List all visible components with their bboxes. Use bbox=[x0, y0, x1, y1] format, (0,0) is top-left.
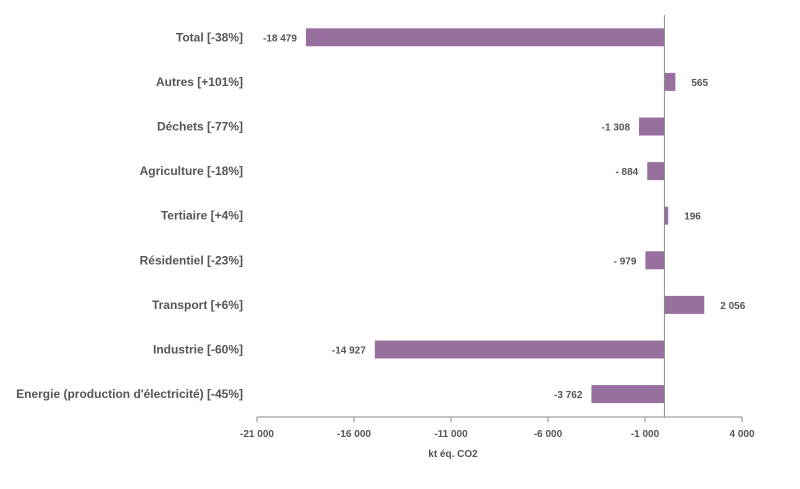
data-label: -14 927 bbox=[332, 346, 366, 357]
category-label: Agriculture [-18%] bbox=[140, 164, 243, 178]
x-tick-label: -16 000 bbox=[337, 429, 371, 440]
bar bbox=[645, 251, 665, 270]
x-axis-title: kt éq. CO2 bbox=[428, 449, 478, 460]
data-label: - 979 bbox=[614, 256, 637, 267]
x-tick-label: -11 000 bbox=[434, 429, 468, 440]
bar bbox=[664, 72, 676, 91]
x-tick-label: -6 000 bbox=[534, 429, 563, 440]
bar bbox=[664, 206, 669, 225]
labels-layer: Total [-38%] -18 479 Autres [+101%] 565 Déch… bbox=[16, 30, 755, 440]
category-label: Résidentiel [-23%] bbox=[140, 253, 243, 267]
bar bbox=[664, 295, 705, 314]
bar bbox=[374, 340, 665, 359]
x-tick-label: 4 000 bbox=[729, 429, 754, 440]
data-label: 2 056 bbox=[720, 301, 745, 312]
data-label: -18 479 bbox=[263, 33, 297, 44]
data-label: -3 762 bbox=[554, 390, 583, 401]
data-label: 196 bbox=[684, 212, 701, 223]
bar bbox=[591, 385, 665, 404]
category-label: Autres [+101%] bbox=[156, 75, 243, 89]
axes-layer bbox=[256, 15, 743, 422]
category-label: Industrie [-60%] bbox=[153, 343, 243, 357]
bar bbox=[639, 117, 665, 136]
category-label: Tertiaire [+4%] bbox=[161, 209, 243, 223]
x-tick-label: -1 000 bbox=[631, 429, 660, 440]
category-label: Total [-38%] bbox=[176, 30, 243, 44]
category-label: Transport [+6%] bbox=[152, 298, 243, 312]
data-label: -1 308 bbox=[602, 123, 631, 134]
bars-layer bbox=[305, 28, 705, 404]
category-label: Energie (production d'électricité) [-45%… bbox=[16, 387, 243, 401]
data-label: - 884 bbox=[615, 167, 638, 178]
x-tick-label: -21 000 bbox=[240, 429, 274, 440]
bar bbox=[305, 28, 665, 47]
bar bbox=[647, 162, 665, 181]
data-label: 565 bbox=[691, 78, 708, 89]
category-label: Déchets [-77%] bbox=[157, 120, 243, 134]
